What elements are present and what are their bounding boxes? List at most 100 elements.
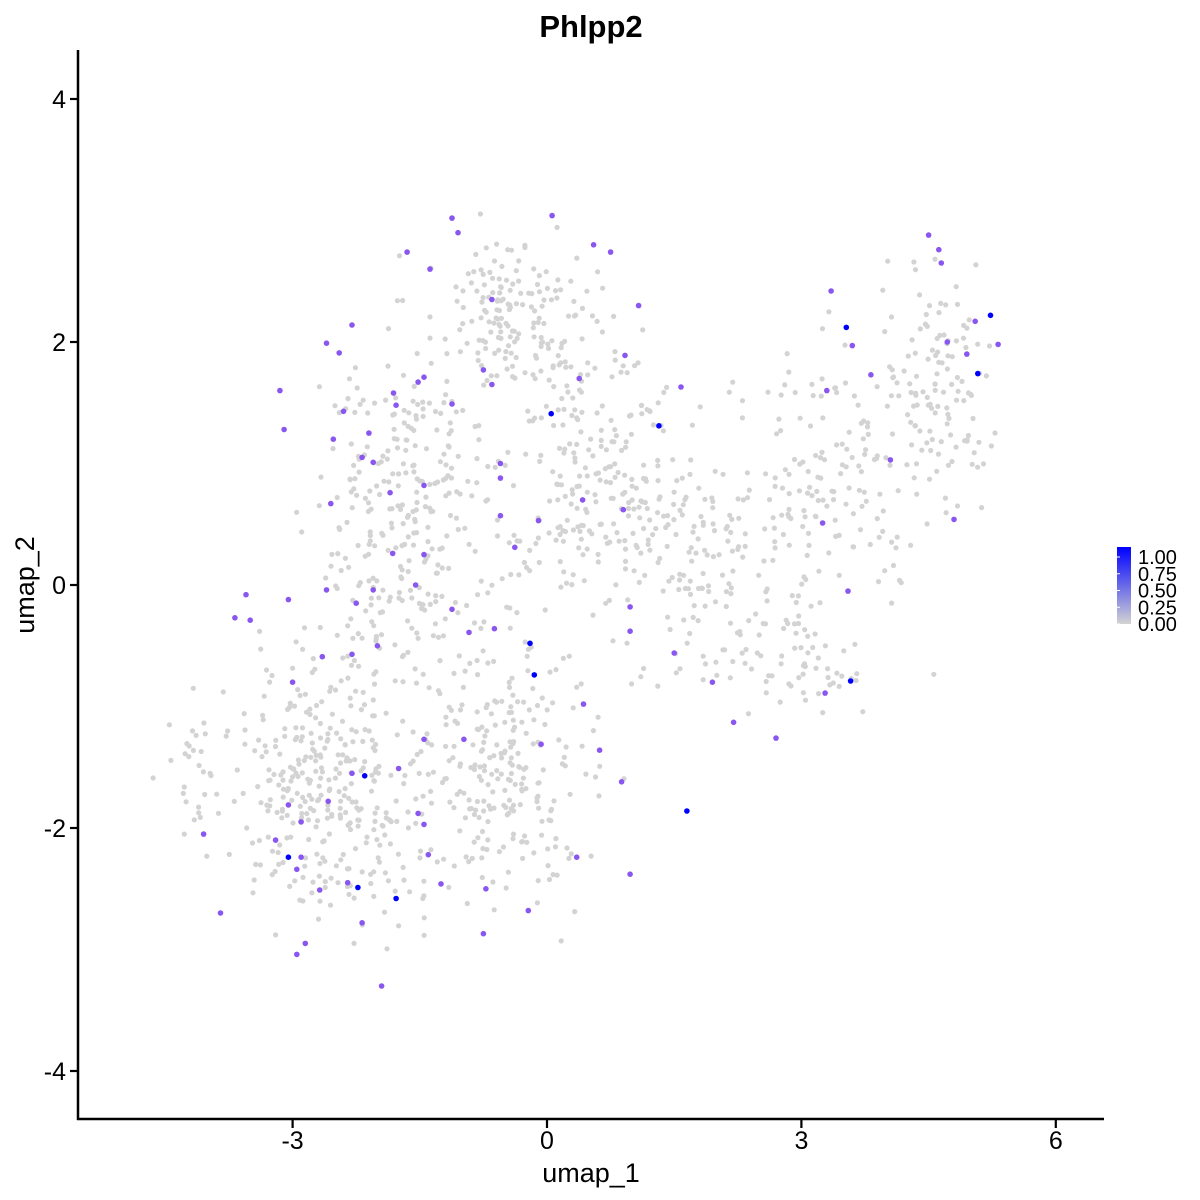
cell-point-expressing <box>449 401 455 407</box>
cell-point-background <box>414 499 420 506</box>
cell-point-background <box>333 863 339 869</box>
cell-point-background <box>460 304 466 311</box>
cell-point-background <box>347 820 353 826</box>
cell-point-background <box>351 657 357 664</box>
cell-point-background <box>857 527 864 533</box>
cell-point-background <box>914 491 920 497</box>
cell-point-background <box>512 375 518 381</box>
cell-point-background <box>441 451 447 457</box>
cell-point-background <box>723 603 729 610</box>
cell-point-background <box>317 860 323 867</box>
cell-point-background <box>796 675 802 681</box>
cell-point-background <box>215 810 222 816</box>
cell-point-background <box>411 469 417 475</box>
cell-point-background <box>882 568 888 574</box>
cell-point-background <box>414 630 420 636</box>
cell-point-background <box>570 572 576 578</box>
cell-point-background <box>409 595 415 601</box>
cell-point-background <box>597 477 603 483</box>
cell-point-background <box>673 531 679 538</box>
cell-point-background <box>484 377 490 384</box>
cell-point-background <box>475 350 481 356</box>
cell-point-background <box>340 655 346 661</box>
cell-point-background <box>612 474 618 480</box>
cell-point-background <box>329 551 335 558</box>
cell-point-background <box>386 598 392 604</box>
cell-point-background <box>293 725 299 731</box>
cell-point-background <box>805 490 811 496</box>
cell-point-expressing <box>349 322 355 328</box>
cell-point-background <box>478 363 485 369</box>
cell-point-background <box>485 819 491 825</box>
cell-point-background <box>377 491 383 498</box>
cell-point-background <box>927 428 933 434</box>
cell-point-background <box>461 790 467 796</box>
cell-point-background <box>797 415 803 421</box>
cell-point-background <box>401 420 407 426</box>
cell-point-expressing <box>548 410 554 417</box>
cell-point-background <box>346 891 352 898</box>
cell-point-background <box>618 369 624 375</box>
cell-point-background <box>635 360 641 366</box>
cell-point-background <box>815 655 821 661</box>
cell-point-background <box>825 666 831 672</box>
cell-point-background <box>352 757 358 763</box>
cell-point-background <box>865 431 871 437</box>
cell-point-background <box>934 468 940 474</box>
cell-point-expressing <box>404 249 410 255</box>
cell-point-background <box>394 818 400 825</box>
cell-point-background <box>396 923 402 929</box>
cell-point-background <box>508 247 515 253</box>
cell-point-background <box>269 848 276 854</box>
cell-point-background <box>894 534 900 540</box>
cell-point-background <box>901 368 907 374</box>
cell-point-background <box>322 884 328 891</box>
cell-point-background <box>570 491 576 497</box>
cell-point-background <box>474 456 480 462</box>
cell-point-background <box>505 343 512 349</box>
cell-point-background <box>597 521 603 528</box>
cell-point-background <box>695 618 701 624</box>
cell-point-background <box>346 795 352 801</box>
cell-point-background <box>561 406 567 412</box>
cell-point-background <box>497 290 503 296</box>
cell-point-background <box>482 307 488 313</box>
cell-point-background <box>802 663 808 670</box>
cell-point-background <box>575 524 581 530</box>
cell-point-expressing <box>393 402 399 409</box>
cell-point-background <box>553 537 559 543</box>
cell-point-background <box>515 699 521 705</box>
cell-point-expressing <box>421 551 427 558</box>
cell-point-background <box>676 586 682 593</box>
cell-point-background <box>457 327 463 333</box>
cell-point-background <box>401 407 407 413</box>
cell-point-background <box>804 552 810 559</box>
cell-point-background <box>444 351 450 357</box>
cell-point-background <box>410 729 416 735</box>
cell-point-background <box>739 650 745 656</box>
cell-point-background <box>490 275 496 281</box>
color-legend: 1.000.750.500.250.00 <box>1117 547 1177 636</box>
x-tick-label: 3 <box>794 1127 808 1155</box>
cell-point-background <box>923 311 929 318</box>
cell-point-background <box>279 815 285 821</box>
cell-point-background <box>513 268 519 274</box>
cell-point-background <box>284 812 290 819</box>
cell-point-background <box>294 734 300 740</box>
cell-point-background <box>696 485 702 491</box>
cell-point-background <box>348 441 354 447</box>
cell-point-expressing <box>972 318 978 325</box>
cell-point-background <box>720 471 726 477</box>
cell-point-background <box>656 496 662 502</box>
cell-point-background <box>451 670 457 677</box>
cell-point-background <box>832 517 838 523</box>
cell-point-expressing <box>847 678 854 684</box>
cell-point-background <box>481 763 487 769</box>
cell-point-background <box>685 586 692 592</box>
cell-point-background <box>606 597 613 604</box>
cell-point-background <box>531 850 537 856</box>
cell-point-background <box>471 839 477 845</box>
cell-point-background <box>779 653 785 659</box>
cell-point-background <box>488 373 494 379</box>
cell-point-background <box>536 805 542 811</box>
